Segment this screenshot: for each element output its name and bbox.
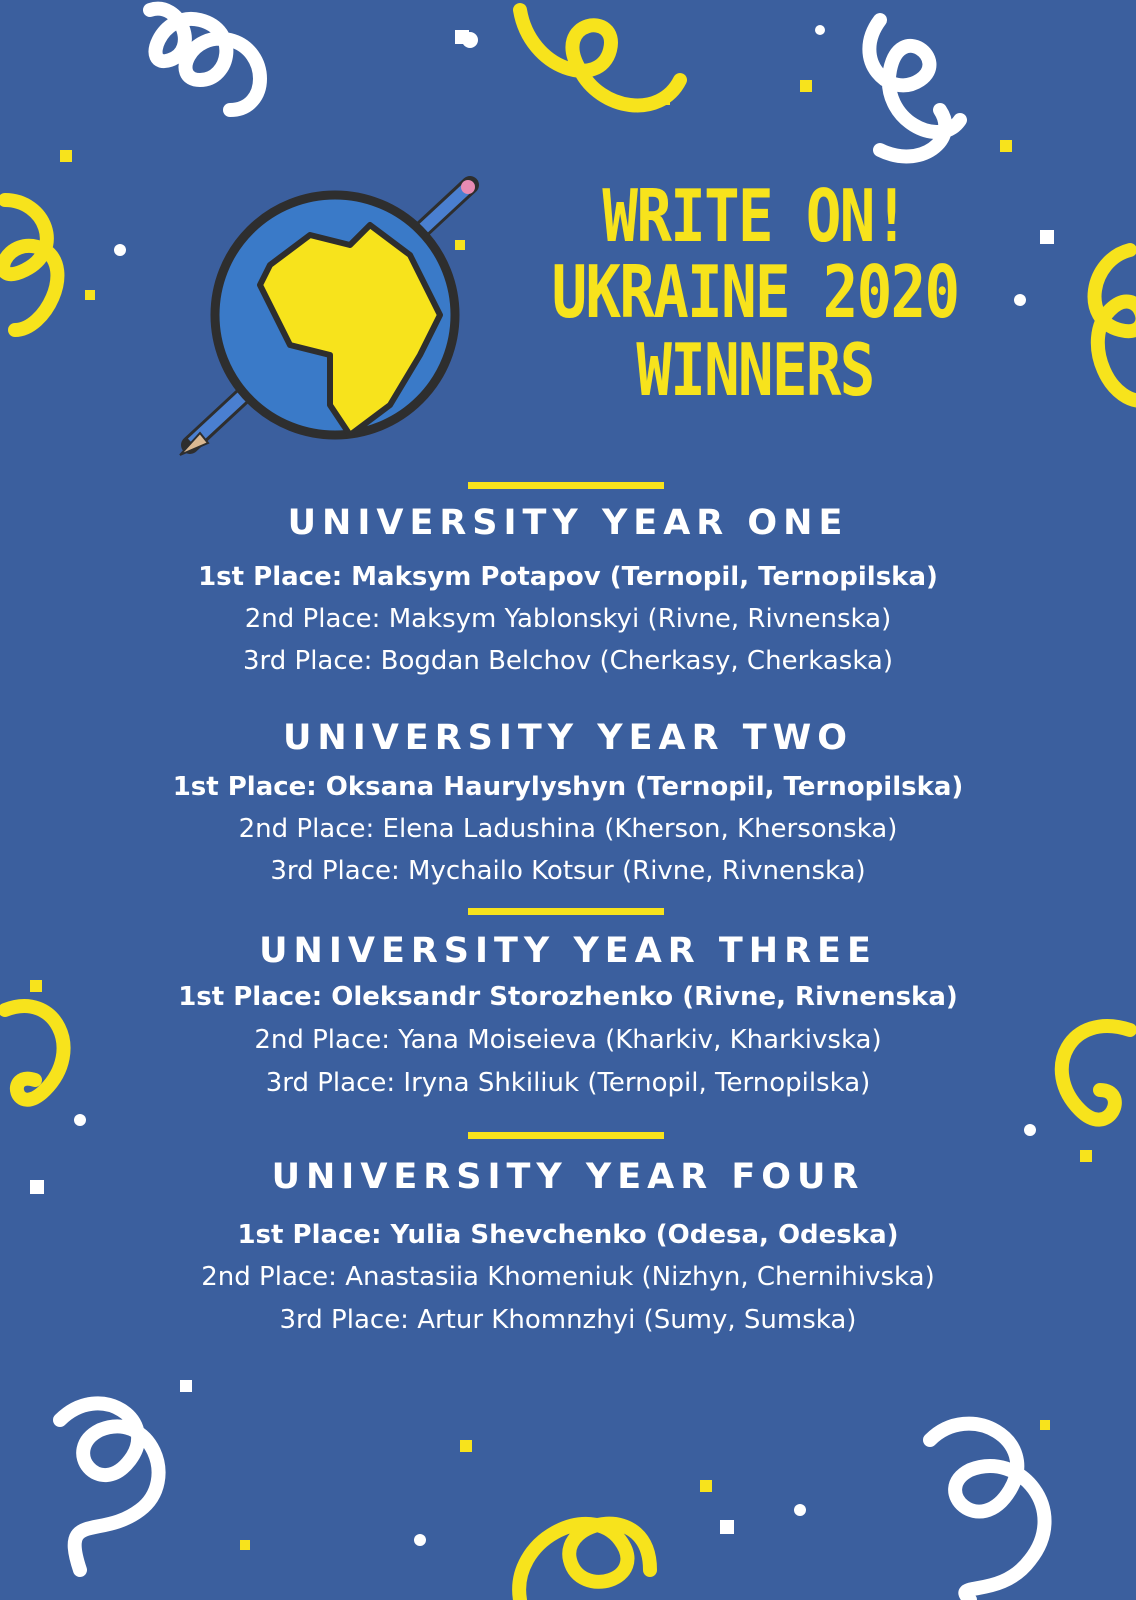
section-heading: UNIVERSITY YEAR TWO <box>282 718 854 758</box>
place-1st: 1st Place: Oleksandr Storozhenko (Rivne,… <box>178 982 958 1012</box>
place-2nd: 2nd Place: Elena Ladushina (Kherson, Khe… <box>238 814 898 844</box>
place-1st: 1st Place: Maksym Potapov (Ternopil, Ter… <box>198 562 938 592</box>
divider <box>468 1132 664 1139</box>
place-1st: 1st Place: Oksana Haurylyshyn (Ternopil,… <box>172 772 964 802</box>
divider <box>468 908 664 915</box>
place-3rd: 3rd Place: Artur Khomnzhyi (Sumy, Sumska… <box>279 1305 857 1335</box>
place-2nd: 2nd Place: Yana Moiseieva (Kharkiv, Khar… <box>254 1025 882 1055</box>
section-heading: UNIVERSITY YEAR FOUR <box>271 1157 865 1197</box>
title-line-1: WRITE ON! <box>602 174 909 258</box>
place-3rd: 3rd Place: Mychailo Kotsur (Rivne, Rivne… <box>270 856 866 886</box>
place-1st: 1st Place: Yulia Shevchenko (Odesa, Odes… <box>237 1220 899 1250</box>
title-line-2: UKRAINE 2020 <box>551 250 961 334</box>
globe-with-pencil-icon <box>179 176 479 456</box>
title-line-3: WINNERS <box>636 328 875 412</box>
place-2nd: 2nd Place: Maksym Yablonskyi (Rivne, Riv… <box>244 604 892 634</box>
divider <box>468 482 664 489</box>
section-heading: UNIVERSITY YEAR ONE <box>287 503 849 543</box>
place-3rd: 3rd Place: Iryna Shkiliuk (Ternopil, Ter… <box>265 1068 871 1098</box>
place-2nd: 2nd Place: Anastasiia Khomeniuk (Nizhyn,… <box>201 1262 935 1292</box>
section-heading: UNIVERSITY YEAR THREE <box>259 931 877 971</box>
place-3rd: 3rd Place: Bogdan Belchov (Cherkasy, Che… <box>242 646 894 676</box>
